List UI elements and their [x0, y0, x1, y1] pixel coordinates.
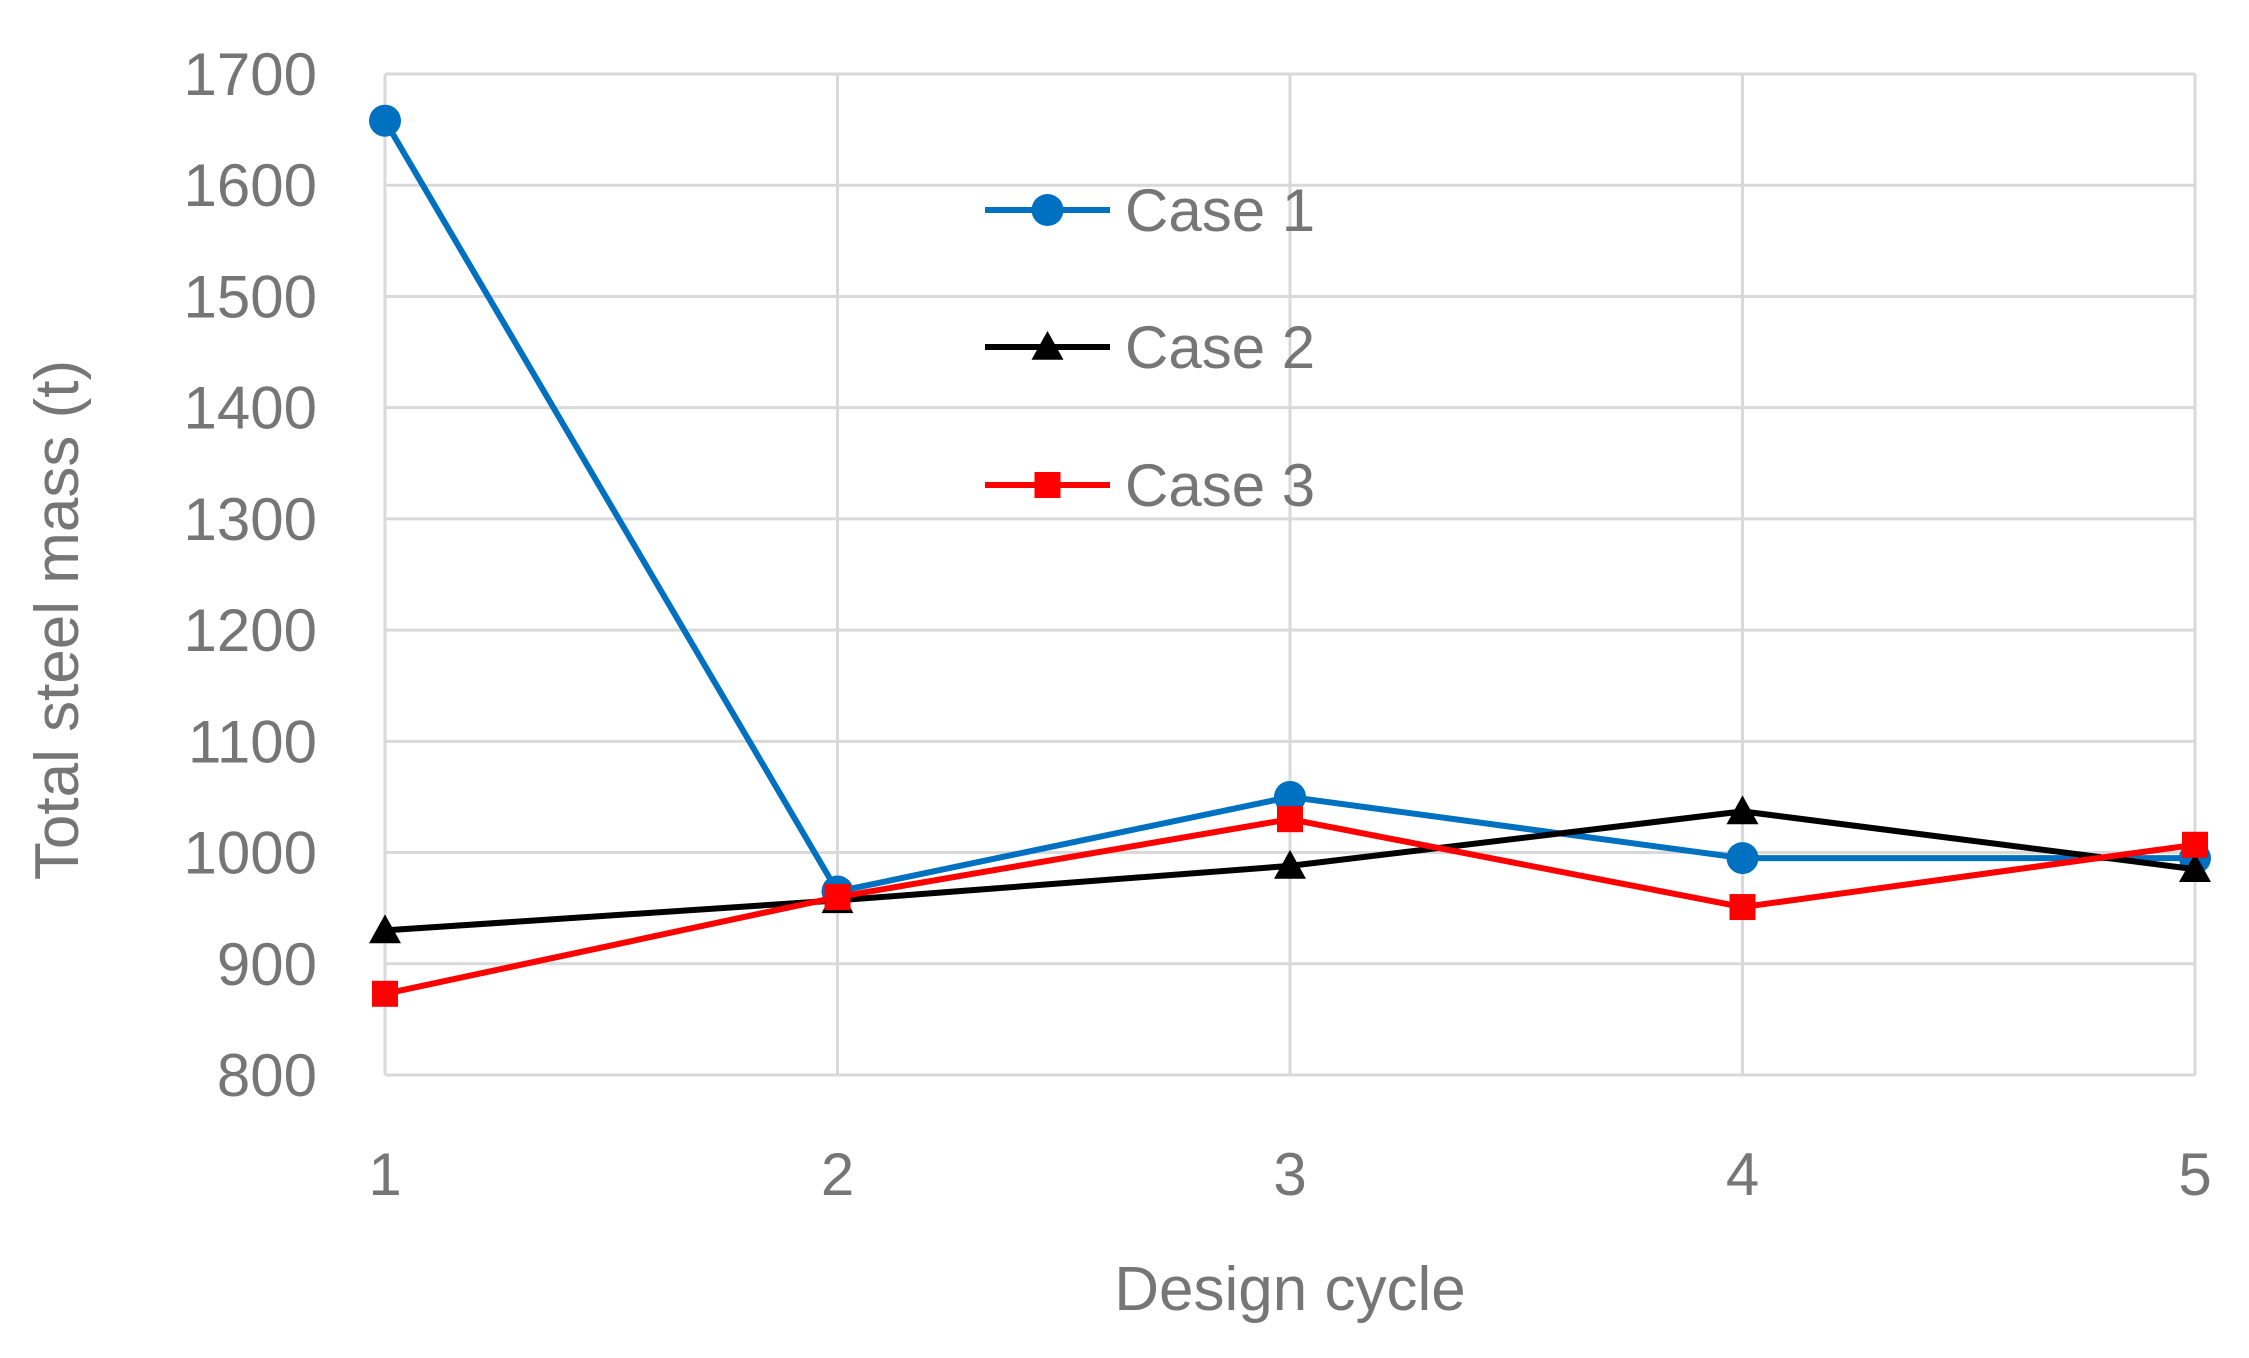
y-tick-label: 1100 — [188, 708, 317, 775]
legend-item-case-3: Case 3 — [985, 452, 1315, 519]
y-tick-label: 900 — [217, 931, 317, 998]
legend-label: Case 1 — [1125, 177, 1315, 244]
case-2-point — [1274, 849, 1306, 879]
series-case-3 — [372, 806, 2208, 1007]
x-axis-ticks: 1 2 3 4 5 — [368, 1141, 2211, 1208]
case-2-point — [1726, 795, 1759, 825]
legend-label: Case 3 — [1125, 452, 1315, 519]
case-3-point — [1729, 894, 1756, 921]
case-3-point — [372, 980, 398, 1007]
y-axis-title: Total steel mass (t) — [23, 360, 92, 880]
case-2-point — [369, 914, 401, 944]
case-1-point — [369, 104, 401, 137]
legend-marker — [1034, 472, 1061, 498]
case-3-point — [2182, 831, 2208, 858]
legend-marker — [1031, 194, 1064, 226]
y-tick-label: 1700 — [184, 41, 317, 108]
x-tick-label: 4 — [1726, 1141, 1759, 1208]
series-group — [369, 104, 2211, 1007]
x-axis-title: Design cycle — [1114, 1255, 1465, 1324]
y-tick-label: 1600 — [184, 152, 317, 219]
legend: Case 1 Case 2 Case 3 — [985, 177, 1315, 519]
x-tick-label: 5 — [2178, 1141, 2211, 1208]
y-tick-label: 800 — [217, 1042, 317, 1109]
y-tick-label: 1400 — [184, 375, 317, 442]
case-2-point — [2179, 853, 2211, 883]
case-3-point — [1277, 806, 1303, 833]
y-tick-label: 1300 — [184, 486, 317, 553]
case-1-point — [1274, 780, 1306, 813]
x-tick-label: 1 — [368, 1141, 401, 1208]
x-tick-label: 3 — [1273, 1141, 1306, 1208]
case-1-point — [1726, 842, 1759, 875]
legend-label: Case 2 — [1125, 314, 1315, 381]
x-tick-label: 2 — [821, 1141, 854, 1208]
case-3-point — [824, 884, 851, 911]
legend-marker — [1031, 331, 1064, 360]
y-tick-label: 1500 — [184, 263, 317, 330]
y-tick-label: 1200 — [184, 597, 317, 664]
legend-item-case-2: Case 2 — [985, 314, 1315, 381]
legend-item-case-1: Case 1 — [985, 177, 1315, 244]
y-axis-ticks: 800 900 1000 1100 1200 1300 1400 1500 1600 1700 — [184, 41, 317, 1109]
y-tick-label: 1000 — [184, 820, 317, 887]
